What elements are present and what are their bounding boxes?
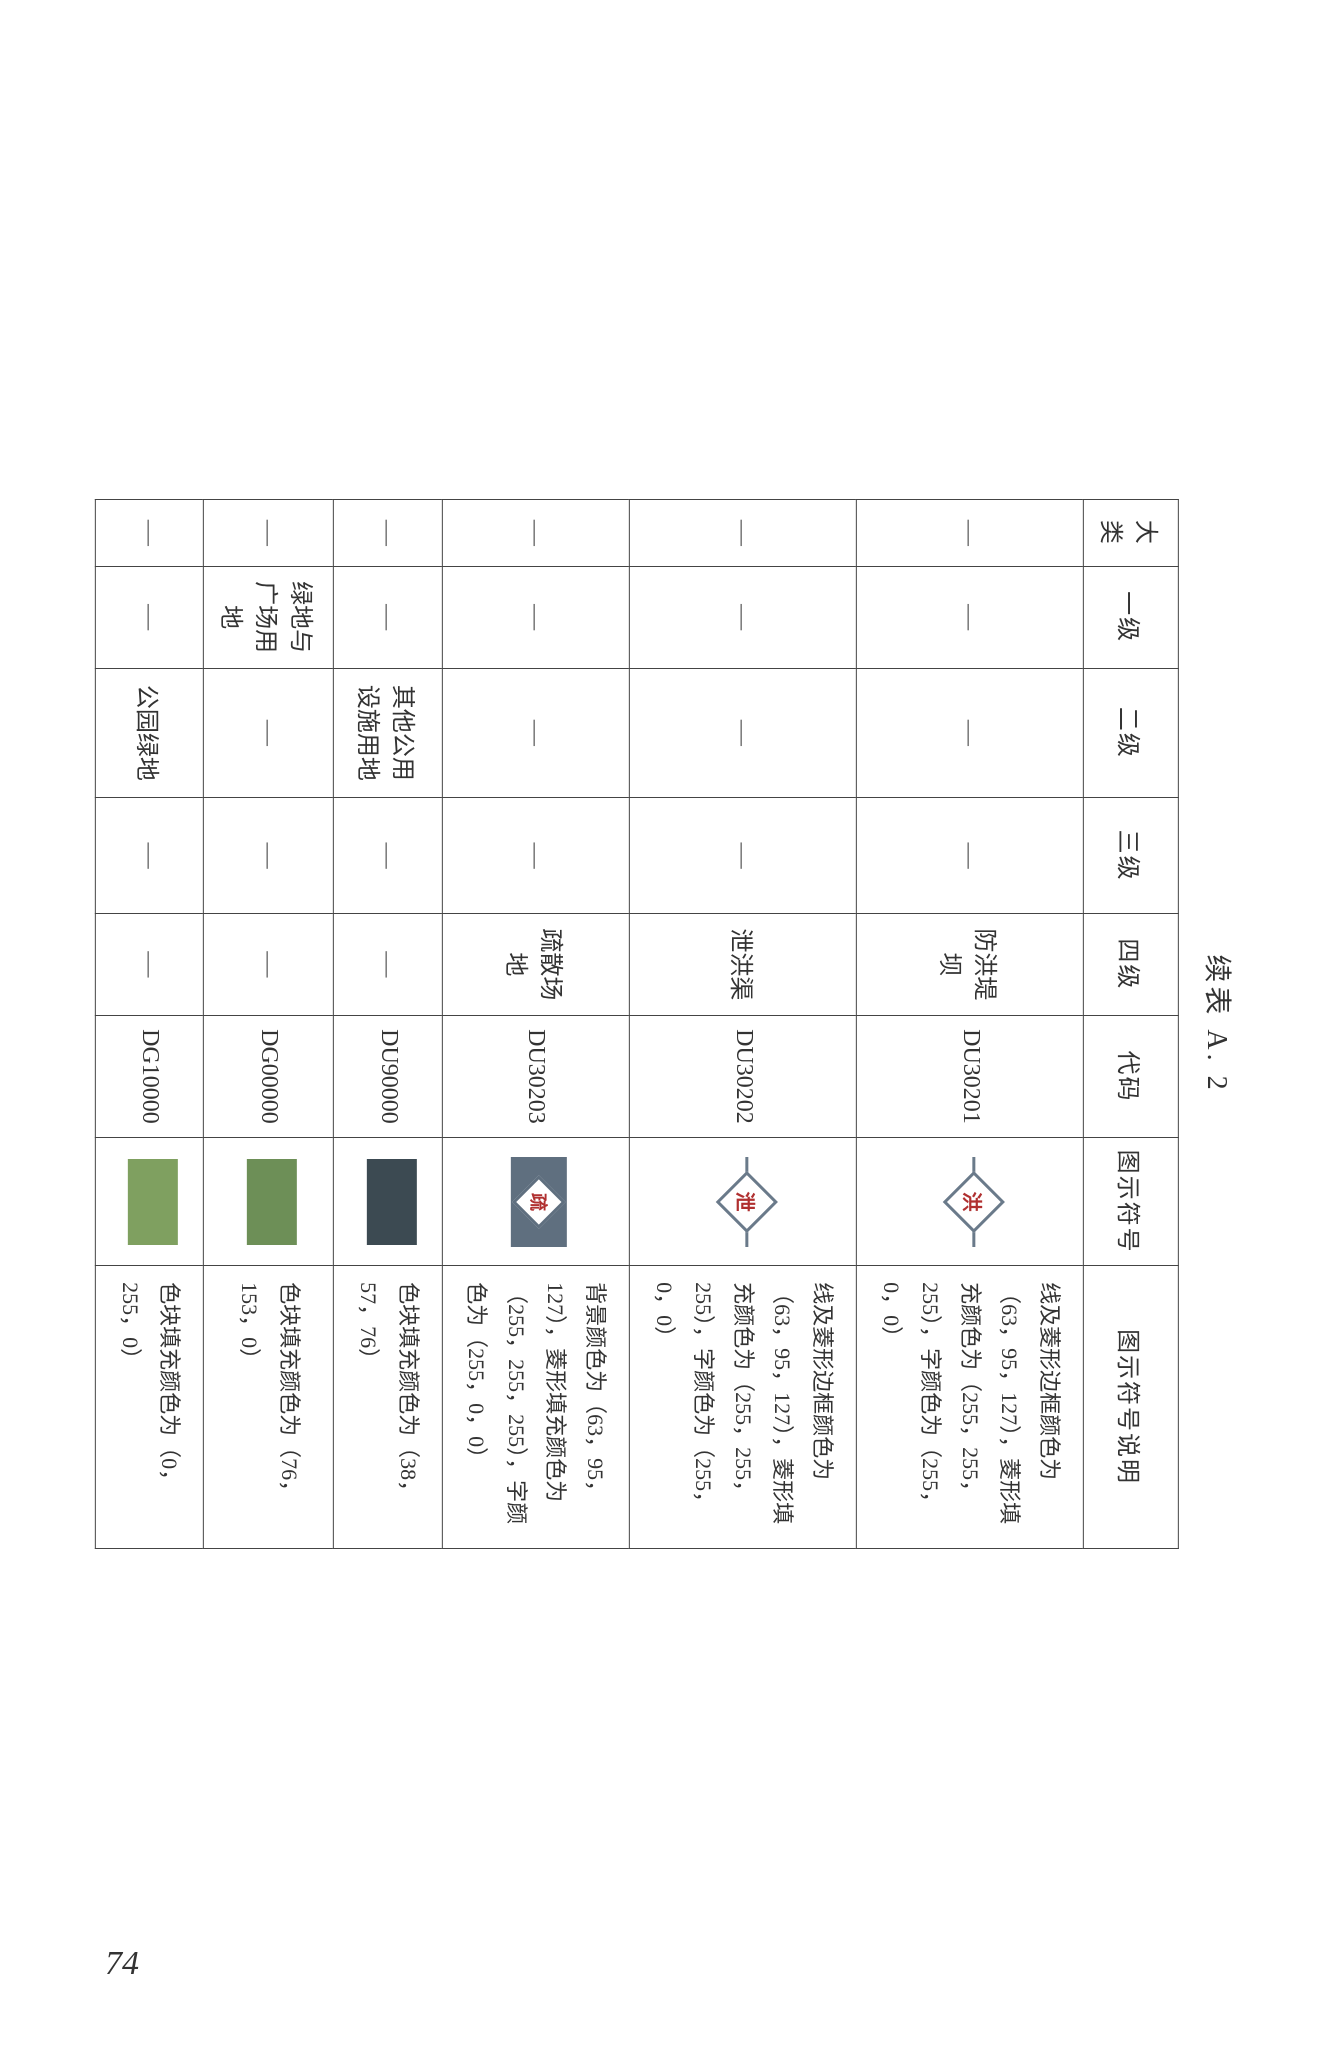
standards-table: 大类 一级 二级 三级 四级 代码 图示符号 图示符号说明 ————防洪堤坝DU… — [95, 499, 1179, 1549]
table-row: ————疏散场地DU30203疏背景颜色为（63，95，127），菱形填充颜色为… — [442, 500, 629, 1549]
cell-symbol: 疏 — [442, 1138, 629, 1266]
cell-symbol: 洪 — [856, 1138, 1083, 1266]
cell-level4: 防洪堤坝 — [856, 914, 1083, 1016]
cell-symbol: 泄 — [629, 1138, 856, 1266]
table-row: ——公园绿地——DG10000色块填充颜色为（0，255，0） — [95, 500, 203, 1549]
diamond-bg-symbol: 疏 — [511, 1157, 567, 1247]
cell-desc: 线及菱形边框颜色为（63，95，127），菱形填充颜色为（255，255，255… — [856, 1266, 1083, 1549]
diamond-icon: 泄 — [715, 1171, 777, 1233]
table-header-row: 大类 一级 二级 三级 四级 代码 图示符号 图示符号说明 — [1083, 500, 1178, 1549]
cell-level3: — — [442, 798, 629, 914]
header-level1: 一级 — [1083, 566, 1178, 668]
cell-code: DU30203 — [442, 1015, 629, 1137]
cell-level2: — — [442, 668, 629, 798]
cell-code: DU30202 — [629, 1015, 856, 1137]
diamond-char: 疏 — [526, 1193, 552, 1211]
diamond-icon: 疏 — [512, 1175, 566, 1229]
page-number: 74 — [105, 1945, 139, 1983]
header-desc: 图示符号说明 — [1083, 1266, 1178, 1549]
cell-level2: 公园绿地 — [95, 668, 203, 798]
diamond-char: 泄 — [731, 1192, 760, 1212]
table-row: ————泄洪渠DU30202泄线及菱形边框颜色为（63，95，127），菱形填充… — [629, 500, 856, 1549]
diamond-line-symbol: 洪 — [943, 1157, 1003, 1247]
cell-daclass: — — [203, 500, 333, 567]
diamond-icon: 洪 — [942, 1171, 1004, 1233]
cell-level2: — — [856, 668, 1083, 798]
cell-level1: — — [442, 566, 629, 668]
table-row: —绿地与 广场用地———DG00000色块填充颜色为（76，153，0） — [203, 500, 333, 1549]
cell-level2: — — [203, 668, 333, 798]
cell-symbol — [203, 1138, 333, 1266]
cell-daclass: — — [442, 500, 629, 567]
table-row: ——其他公用 设施用地——DU90000色块填充颜色为（38，57，76） — [333, 500, 441, 1549]
cell-level1: 绿地与 广场用地 — [203, 566, 333, 668]
cell-level4: — — [333, 914, 441, 1016]
cell-daclass: — — [333, 500, 441, 567]
table-row: ————防洪堤坝DU30201洪线及菱形边框颜色为（63，95，127），菱形填… — [856, 500, 1083, 1549]
diamond-char: 洪 — [958, 1192, 987, 1212]
cell-level1: — — [95, 566, 203, 668]
cell-symbol — [333, 1138, 441, 1266]
cell-code: DU30201 — [856, 1015, 1083, 1137]
cell-level4: — — [95, 914, 203, 1016]
cell-code: DU90000 — [333, 1015, 441, 1137]
cell-level4: 泄洪渠 — [629, 914, 856, 1016]
cell-level3: — — [203, 798, 333, 914]
cell-daclass: — — [856, 500, 1083, 567]
cell-level3: — — [95, 798, 203, 914]
cell-code: DG00000 — [203, 1015, 333, 1137]
cell-level2: 其他公用 设施用地 — [333, 668, 441, 798]
cell-level4: — — [203, 914, 333, 1016]
header-level2: 二级 — [1083, 668, 1178, 798]
cell-desc: 线及菱形边框颜色为（63，95，127），菱形填充颜色为（255，255，255… — [629, 1266, 856, 1549]
cell-level3: — — [856, 798, 1083, 914]
cell-daclass: — — [629, 500, 856, 567]
cell-level1: — — [629, 566, 856, 668]
cell-desc: 色块填充颜色为（0，255，0） — [95, 1266, 203, 1549]
cell-desc: 色块填充颜色为（38，57，76） — [333, 1266, 441, 1549]
cell-level2: — — [629, 668, 856, 798]
table-title: 续表 A. 2 — [1198, 954, 1238, 1093]
cell-daclass: — — [95, 500, 203, 567]
color-swatch — [366, 1159, 416, 1245]
cell-level1: — — [856, 566, 1083, 668]
header-symbol: 图示符号 — [1083, 1138, 1178, 1266]
color-swatch — [247, 1159, 297, 1245]
header-daclass: 大类 — [1083, 500, 1178, 567]
header-level4: 四级 — [1083, 914, 1178, 1016]
cell-desc: 色块填充颜色为（76，153，0） — [203, 1266, 333, 1549]
cell-level3: — — [629, 798, 856, 914]
cell-level4: 疏散场地 — [442, 914, 629, 1016]
cell-symbol — [95, 1138, 203, 1266]
cell-level3: — — [333, 798, 441, 914]
cell-level1: — — [333, 566, 441, 668]
color-swatch — [128, 1159, 178, 1245]
header-code: 代码 — [1083, 1015, 1178, 1137]
cell-code: DG10000 — [95, 1015, 203, 1137]
cell-desc: 背景颜色为（63，95，127），菱形填充颜色为（255，255，255），字颜… — [442, 1266, 629, 1549]
diamond-line-symbol: 泄 — [716, 1157, 776, 1247]
header-level3: 三级 — [1083, 798, 1178, 914]
